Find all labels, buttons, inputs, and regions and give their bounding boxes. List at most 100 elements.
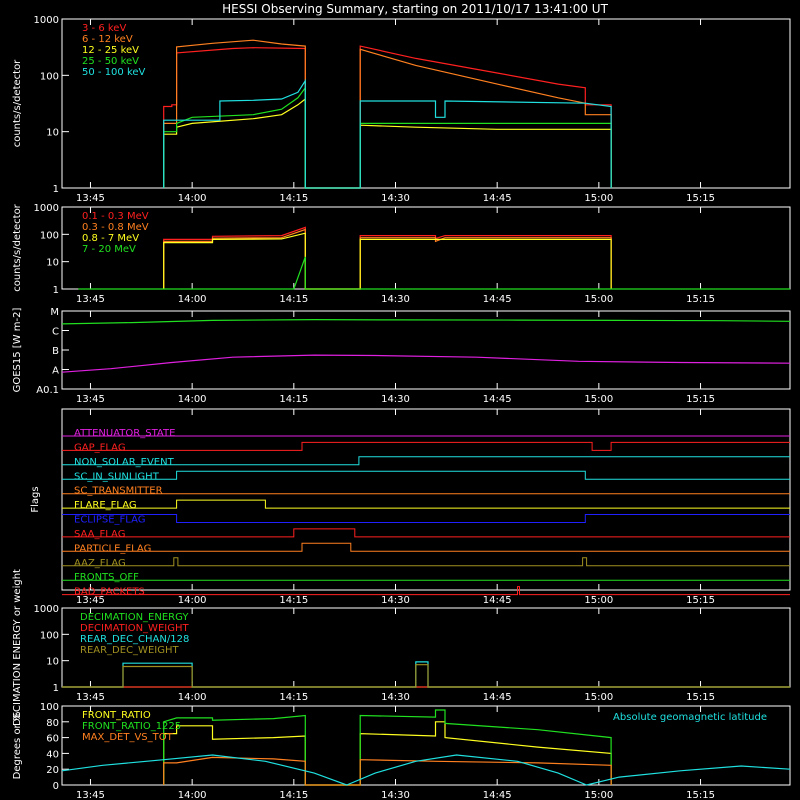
x-tick-label: 14:45	[483, 595, 512, 606]
series-line	[163, 228, 612, 290]
x-tick-label: 15:00	[584, 394, 613, 405]
flag-label: SC_IN_SUNLIGHT	[74, 471, 160, 482]
x-tick-label: 15:00	[584, 595, 613, 606]
y-axis-label: Degrees or %	[12, 712, 23, 780]
x-tick-label: 14:15	[279, 294, 308, 305]
x-tick-label: 13:45	[76, 294, 105, 305]
y-tick-label: M	[50, 307, 59, 318]
series-line	[61, 754, 791, 786]
y-axis-label: GOES15 [W m-2]	[12, 308, 23, 393]
x-tick-label: 14:30	[381, 595, 410, 606]
legend-entry: DECIMATION_WEIGHT	[80, 623, 189, 634]
x-tick-label: 14:30	[381, 294, 410, 305]
legend-entry: 6 - 12 keV	[82, 34, 133, 45]
x-tick-label: 13:45	[76, 394, 105, 405]
legend-entry: FRONT_RATIO_1225	[82, 721, 181, 732]
x-tick-label: 13:45	[76, 692, 105, 703]
y-tick-label: 1	[53, 683, 59, 694]
y-tick-label: 1000	[34, 604, 59, 615]
legend-entry: 0.8 - 7 MeV	[82, 233, 139, 244]
legend-entry: REAR_DEC_CHAN/128	[80, 634, 189, 645]
y-tick-label: 0	[53, 781, 59, 792]
x-tick-label: 14:45	[483, 394, 512, 405]
y-tick-label: 10	[46, 258, 59, 269]
series-line	[163, 39, 612, 189]
x-tick-label: 14:00	[178, 193, 207, 204]
panels: 13:45 14:00 14:15 14:30 14:45 15:00 15:15 count…	[12, 15, 791, 800]
legend-entry: 7 - 20 MeV	[82, 244, 136, 255]
legend-entry: 0.1 - 0.3 MeV	[82, 211, 149, 222]
series-line	[163, 721, 612, 786]
x-tick-label: 13:45	[76, 193, 105, 204]
series-line	[62, 661, 790, 688]
x-tick-label: 15:00	[584, 692, 613, 703]
series-line	[163, 226, 612, 290]
flag-label: BAD_PACKETS	[74, 587, 145, 598]
legend-entry: FRONT_RATIO	[82, 710, 151, 721]
x-tick-label: 14:30	[381, 790, 410, 800]
series-line	[163, 756, 612, 786]
legend-entry: DECIMATION_ENERGY	[80, 612, 189, 623]
flag-label: GAP_FLAG	[74, 442, 126, 453]
x-tick-label: 14:00	[178, 394, 207, 405]
y-tick-label: 40	[46, 749, 59, 760]
flag-label: SAA_FLAG	[74, 529, 125, 540]
y-tick-label: 1	[53, 184, 59, 195]
x-tick-label: 14:30	[381, 692, 410, 703]
flag-label: FRONTS_OFF	[74, 572, 139, 583]
legend-entry: 3 - 6 keV	[82, 23, 126, 34]
y-tick-label: A0.1	[36, 385, 59, 396]
y-tick-label: 100	[40, 702, 59, 713]
x-tick-label: 15:00	[584, 193, 613, 204]
flag-trace	[62, 441, 790, 451]
flag-label: AAZ_FLAG	[74, 558, 126, 569]
legend-entry: MAX_DET_VS_TOT	[82, 732, 174, 743]
series-line	[163, 78, 612, 189]
flag-label: NON_SOLAR_EVENT	[74, 457, 175, 468]
x-tick-label: 14:00	[178, 294, 207, 305]
flag-label: ATTENUATOR_STATE	[74, 428, 175, 439]
x-tick-label: 15:15	[686, 692, 715, 703]
series-line	[78, 256, 790, 290]
x-tick-label: 14:30	[381, 193, 410, 204]
y-tick-label: 10	[46, 657, 59, 668]
x-tick-label: 14:15	[279, 692, 308, 703]
annotation: Absolute geomagnetic latitude	[613, 712, 767, 723]
x-tick-label: 15:00	[584, 294, 613, 305]
flag-label: FLARE_FLAG	[74, 500, 137, 511]
flag-trace	[62, 542, 790, 552]
flag-label: PARTICLE_FLAG	[74, 543, 151, 554]
x-tick-label: 15:15	[686, 193, 715, 204]
flag-label: ECLIPSE_FLAG	[74, 515, 145, 526]
y-tick-label: C	[52, 327, 59, 338]
y-tick-label: 60	[46, 734, 59, 745]
plot-frame	[61, 18, 791, 189]
x-tick-label: 15:15	[686, 294, 715, 305]
plot-frame	[61, 206, 791, 290]
panel-goes: 13:45 14:00 14:15 14:30 14:45 15:00 15:15 GOES1…	[12, 307, 791, 405]
x-tick-label: 14:15	[279, 790, 308, 800]
y-tick-label: 100	[40, 630, 59, 641]
figure-title: HESSI Observing Summary, starting on 201…	[222, 2, 608, 16]
series-line	[61, 354, 791, 373]
x-tick-label: 14:15	[279, 595, 308, 606]
series-line	[163, 97, 612, 189]
panel-ratios: 13:45 14:00 14:15 14:30 14:45 15:00 15:15 Degre…	[12, 702, 791, 800]
flag-trace	[62, 470, 790, 480]
y-tick-label: 1000	[34, 203, 59, 214]
x-tick-label: 15:15	[686, 595, 715, 606]
panel-lo_energy: 13:45 14:00 14:15 14:30 14:45 15:00 15:15 count…	[12, 15, 791, 204]
x-tick-label: 14:45	[483, 193, 512, 204]
legend-entry: 0.3 - 0.8 MeV	[82, 222, 149, 233]
flag-trace	[62, 528, 790, 538]
y-tick-label: B	[52, 346, 59, 357]
series-line	[163, 45, 612, 189]
x-tick-label: 14:45	[483, 790, 512, 800]
legend-entry: REAR_DEC_WEIGHT	[80, 645, 179, 656]
flag-trace	[62, 586, 790, 596]
x-tick-label: 14:15	[279, 193, 308, 204]
y-tick-label: 1000	[34, 15, 59, 26]
panel-decimation: 13:45 14:00 14:15 14:30 14:45 15:00 15:15 DECIM…	[12, 569, 791, 726]
y-tick-label: 1	[53, 285, 59, 296]
